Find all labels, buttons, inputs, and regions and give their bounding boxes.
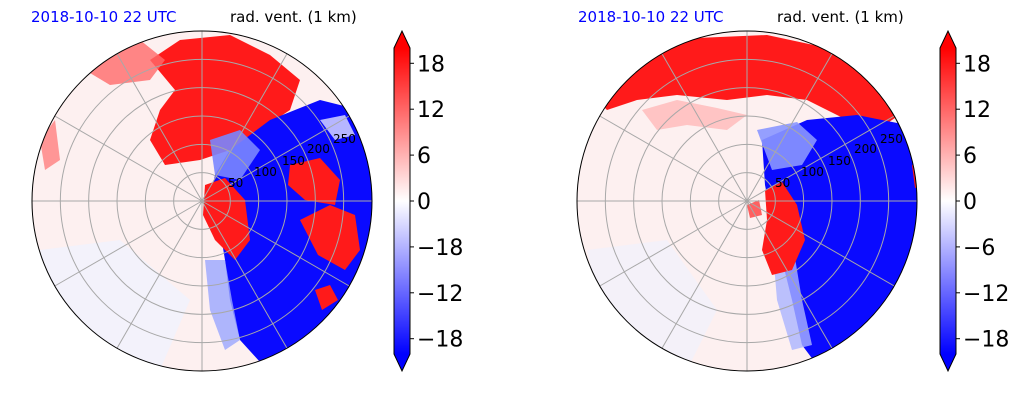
colorbar-tick-label: −18 (963, 328, 1009, 353)
colorbar-tick-label: −18 (417, 236, 463, 261)
right-ring-label-50: 50 (775, 176, 790, 190)
right-panel: 2018-10-10 22 UTC rad. vent. (1 km) 50 1… (547, 0, 1028, 401)
left-ring-label-50: 50 (228, 176, 243, 190)
azimuth-spoke-60 (201, 115, 350, 202)
colorbar-tick-label: 6 (417, 144, 431, 169)
left-range-ring-labels: 50 100 150 200 250 (228, 132, 356, 190)
azimuth-spoke-210 (116, 200, 203, 349)
right-ring-label-200: 200 (854, 142, 877, 156)
colorbar-tick-label: 0 (417, 190, 431, 215)
colorbar-tick-label: 12 (963, 98, 991, 123)
colorbar-tick-label: 12 (417, 98, 445, 123)
right-colorbar-outline (939, 29, 957, 373)
left-colorbar-outline (393, 29, 411, 373)
right-date-title: 2018-10-10 22 UTC (578, 8, 724, 26)
azimuth-spoke-240 (599, 200, 748, 287)
left-ring-label-250: 250 (333, 132, 356, 146)
left-colorbar: 18 12 6 0 −18 −12 −18 (393, 29, 463, 373)
colorbar-tick-label: 18 (963, 52, 991, 77)
azimuth-spoke-120 (746, 200, 895, 287)
left-ring-label-200: 200 (307, 142, 330, 156)
colorbar-tick-label: −18 (417, 328, 463, 353)
left-ring-label-150: 150 (282, 154, 305, 168)
left-colorbar-extend-min (394, 354, 410, 371)
right-variable-title: rad. vent. (1 km) (777, 8, 904, 26)
azimuth-spoke-30 (201, 53, 288, 202)
colorbar-tick-label: −6 (963, 236, 995, 261)
colorbar-tick-label: −12 (417, 282, 463, 307)
right-colorbar-extend-min (940, 354, 956, 371)
colorbar-tick-label: 6 (963, 144, 977, 169)
left-colorbar-body (394, 48, 410, 354)
left-plot-outline (31, 30, 373, 372)
azimuth-spoke-240 (54, 200, 203, 287)
left-colorbar-extend-max (394, 31, 410, 48)
left-polar-plot: 50 100 150 200 250 18 12 6 0 −18 −12 −18 (31, 29, 463, 373)
left-date-title: 2018-10-10 22 UTC (31, 8, 177, 26)
azimuth-spoke-60 (746, 115, 895, 202)
azimuth-spoke-120 (201, 200, 350, 287)
azimuth-spoke-210 (661, 200, 748, 349)
right-range-ring-labels: 50 100 150 200 250 (775, 132, 903, 190)
right-polar-grid (577, 31, 917, 371)
left-panel: 2018-10-10 22 UTC rad. vent. (1 km) (31, 8, 463, 373)
colorbar-tick-label: 18 (417, 52, 445, 77)
right-ring-label-150: 150 (828, 154, 851, 168)
right-colorbar: 18 12 6 0 −6 −12 −18 (939, 29, 1009, 373)
azimuth-spoke-150 (746, 200, 833, 349)
right-colorbar-body (940, 48, 956, 354)
left-polar-grid (32, 31, 372, 371)
azimuth-spoke-330 (661, 53, 748, 202)
left-ring-label-100: 100 (254, 165, 277, 179)
azimuth-spoke-30 (746, 53, 833, 202)
right-colorbar-extend-max (940, 31, 956, 48)
azimuth-spoke-150 (201, 200, 288, 349)
azimuth-spoke-330 (116, 53, 203, 202)
right-ring-label-100: 100 (801, 165, 824, 179)
right-ring-label-250: 250 (880, 132, 903, 146)
colorbar-tick-label: 0 (963, 190, 977, 215)
azimuth-spoke-300 (54, 115, 203, 202)
right-polar-plot: 50 100 150 200 250 18 12 6 0 −6 −12 −18 (576, 29, 1009, 373)
left-variable-title: rad. vent. (1 km) (230, 8, 357, 26)
azimuth-spoke-300 (599, 115, 748, 202)
right-plot-outline (576, 30, 918, 372)
colorbar-tick-label: −12 (963, 282, 1009, 307)
